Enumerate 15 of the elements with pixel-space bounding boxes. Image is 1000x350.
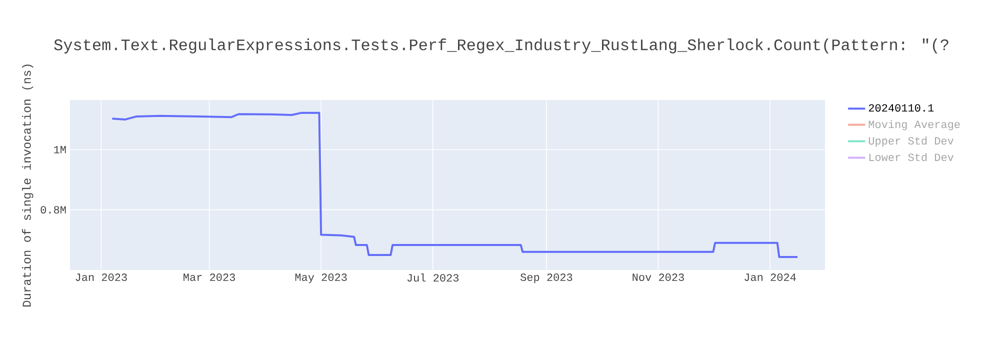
x-tick-label: Jul 2023: [407, 274, 459, 282]
y-axis-title: Duration of single invocation (ns): [22, 64, 34, 306]
y-tick-label: 1M: [54, 146, 66, 154]
legend-label: Lower Std Dev: [869, 152, 954, 162]
x-tick-label: Sep 2023: [520, 274, 572, 284]
y-tick-label: 0.8M: [40, 206, 66, 214]
x-tick-label: May 2023: [295, 274, 347, 284]
x-tick-label: Jan 2023: [76, 274, 127, 281]
x-tick-label: Jan 2024: [744, 274, 796, 281]
legend-label: 20240110.1: [868, 104, 934, 112]
legend-label: Moving Average: [868, 120, 960, 130]
chart-title: System.Text.RegularExpressions.Tests.Perf_Regex_Industry_RustLang_Sherlock.Count(Pattern: "(?: [54, 38, 948, 54]
x-tick-label: Mar 2023: [184, 274, 235, 281]
x-tick-label: Nov 2023: [632, 274, 684, 281]
legend-label: Upper Std Dev: [868, 136, 954, 147]
